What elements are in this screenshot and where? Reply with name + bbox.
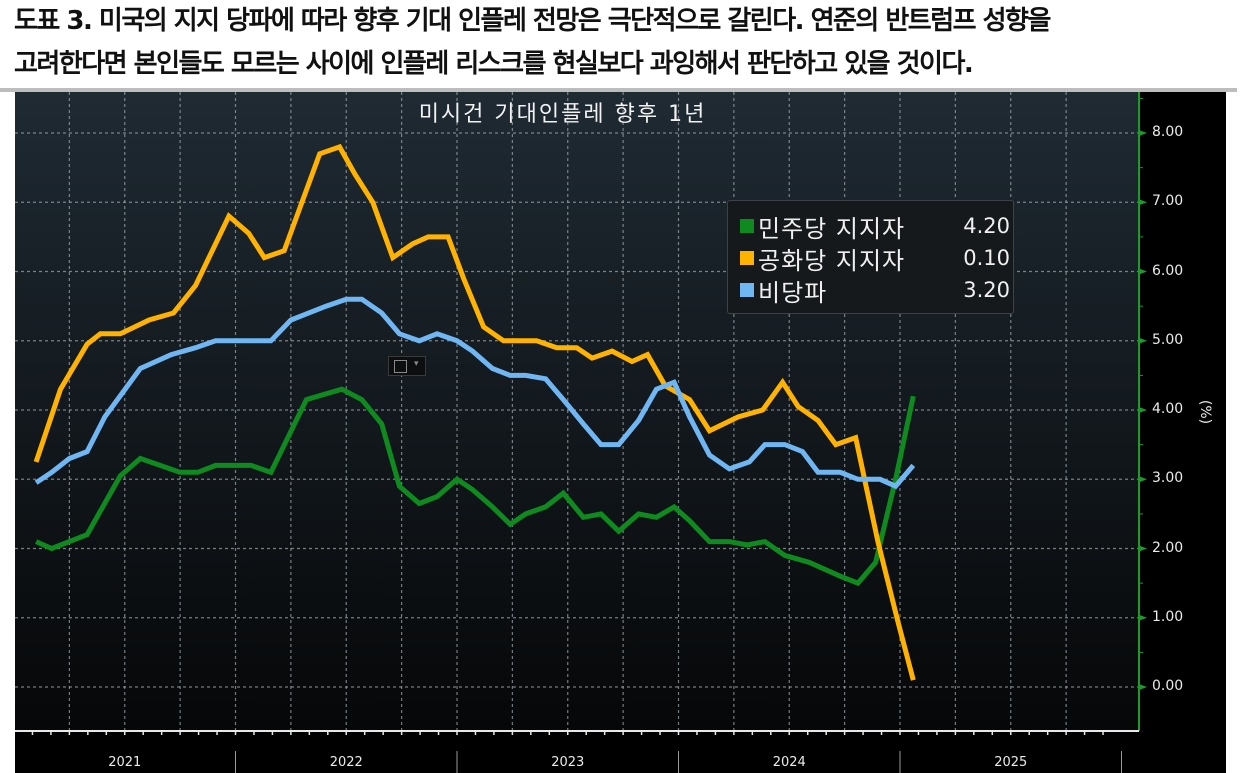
caption-divider xyxy=(0,88,1237,92)
y-axis-unit: (%) xyxy=(1197,399,1214,425)
y-tick-label: 6.00 xyxy=(1152,262,1184,279)
figure-caption: 도표 3. 미국의 지지 당파에 따라 향후 기대 인플레 전망은 극단적으로 … xyxy=(14,0,1234,86)
x-year-label: 2023 xyxy=(551,755,585,770)
x-year-label: 2025 xyxy=(994,755,1028,770)
legend-item-republican: 공화당 지지자 0.10 xyxy=(740,241,1010,275)
democrat-swatch-icon xyxy=(740,219,754,233)
plot-area xyxy=(15,92,1139,731)
y-tick-label: 3.00 xyxy=(1152,470,1184,487)
y-tick-label: 1.00 xyxy=(1152,608,1184,625)
y-tick-label: 2.00 xyxy=(1152,539,1184,556)
republican-swatch-icon xyxy=(740,251,754,265)
independent-line xyxy=(34,296,916,490)
independent-swatch-icon xyxy=(740,283,754,297)
dropdown-caret-icon: ▾ xyxy=(414,359,419,369)
legend-item-independent: 비당파 3.20 xyxy=(740,273,1010,307)
legend: 민주당 지지자 4.20 공화당 지지자 0.10 비당파 3.20 xyxy=(727,200,1014,314)
y-tick-label: 4.00 xyxy=(1152,401,1184,417)
republican-line xyxy=(33,143,916,681)
chart-title: 미시건 기대인플레 향후 1년 xyxy=(418,102,707,127)
x-year-label: 2022 xyxy=(329,755,363,770)
caption-line-1: 도표 3. 미국의 지지 당파에 따라 향후 기대 인플레 전망은 극단적으로 … xyxy=(14,6,1051,36)
democrat-line xyxy=(35,386,916,587)
chart-type-button[interactable]: ▾ xyxy=(388,356,426,376)
x-year-label: 2024 xyxy=(772,755,806,770)
line-chart-icon xyxy=(394,360,407,373)
y-tick-label: 7.00 xyxy=(1152,193,1184,210)
y-tick-label: 0.00 xyxy=(1152,678,1184,694)
y-tick-label: 8.00 xyxy=(1152,124,1184,140)
y-tick-label: 5.00 xyxy=(1152,331,1184,348)
axes xyxy=(15,92,1147,773)
legend-item-democrat: 민주당 지지자 4.20 xyxy=(740,209,1010,243)
series-lines xyxy=(33,143,916,681)
caption-line-2: 고려한다면 본인들도 모르는 사이에 인플레 리스크를 현실보다 과잉해서 판단… xyxy=(14,49,974,79)
x-year-label: 2021 xyxy=(108,755,142,770)
